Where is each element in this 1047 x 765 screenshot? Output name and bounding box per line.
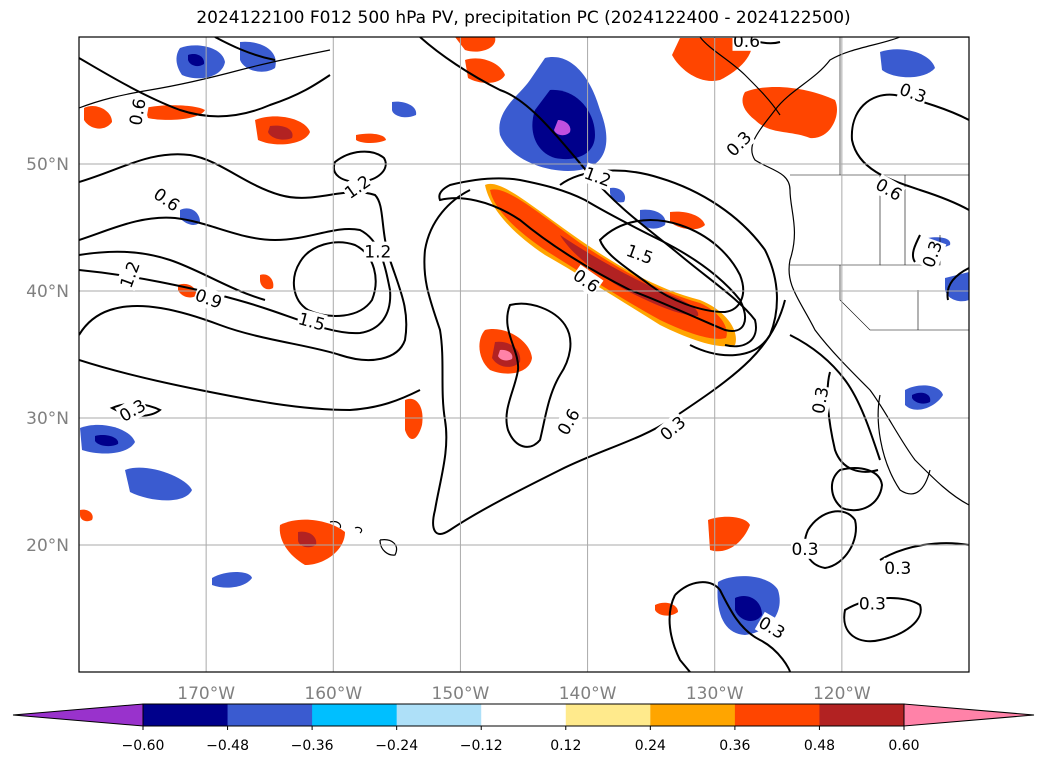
lat-tick-label: 50°N <box>26 155 69 175</box>
svg-text:0.6: 0.6 <box>126 97 150 127</box>
contour-label: 1.2 <box>115 257 145 292</box>
contour-label: 0.3 <box>858 593 887 614</box>
contour-label: 0.3 <box>896 78 930 108</box>
colorbar-segment <box>227 704 313 726</box>
map-title: 2024122100 F012 500 hPa PV, precipitatio… <box>196 8 851 28</box>
contour-label: 1.2 <box>340 170 375 204</box>
colorbar-segment <box>819 704 905 726</box>
latitude-labels: 50°N 40°N 30°N 20°N <box>26 155 69 556</box>
svg-text:1.5: 1.5 <box>296 309 327 335</box>
colorbar-segment <box>481 704 567 726</box>
colorbar: −0.60 −0.48 −0.36 −0.24 −0.12 0.12 0.24 0.36 0.4… <box>12 703 1035 754</box>
lon-tick-label: 130°W <box>686 684 744 704</box>
colorbar-tick-label: 0.48 <box>804 738 835 754</box>
colorbar-tick-label: 0.12 <box>550 738 581 754</box>
colorbar-tick-label: 0.60 <box>888 738 919 754</box>
colorbar-segment <box>565 704 651 726</box>
contour-label: 0.6 <box>872 173 907 206</box>
contour-label: 0.6 <box>552 404 585 439</box>
colorbar-tick-label: −0.12 <box>460 738 503 754</box>
colorbar-under-extension <box>12 703 144 727</box>
colorbar-tick-label: −0.48 <box>206 738 249 754</box>
lat-tick-label: 20°N <box>26 536 69 556</box>
colorbar-tick-label: −0.24 <box>375 738 418 754</box>
lat-tick-label: 30°N <box>26 409 69 429</box>
gridlines <box>79 37 969 672</box>
contour-label: 1.2 <box>363 241 392 263</box>
colorbar-tick-label: −0.60 <box>122 738 165 754</box>
contour-label: 1.5 <box>295 308 328 336</box>
contour-label: 0.3 <box>790 538 819 560</box>
svg-text:0.3: 0.3 <box>791 540 818 560</box>
contour-label: 0.3 <box>655 411 691 446</box>
svg-text:1.2: 1.2 <box>364 243 391 263</box>
precip-blob-gulf-alaska <box>499 57 607 171</box>
precip-blob-northeast <box>455 37 838 139</box>
svg-text:0.3: 0.3 <box>859 594 886 614</box>
contour-label: 0.6 <box>125 96 151 128</box>
contour-label: 0.6 <box>732 32 761 52</box>
contour-labels: 1.20.61.21.20.91.50.31.21.50.60.6 0.30.60… <box>115 32 947 644</box>
colorbar-segment <box>734 704 820 726</box>
contour-label: 1.5 <box>623 239 657 269</box>
precip-blob-southwest <box>80 398 423 588</box>
colorbar-segment <box>143 704 229 726</box>
contour-label: 0.3 <box>721 126 756 161</box>
contour-label: 0.6 <box>149 183 184 216</box>
contour-label: 0.3 <box>807 384 833 416</box>
longitude-labels: 170°W 160°W 150°W 140°W 130°W 120°W <box>177 684 871 704</box>
map-frame <box>78 36 970 673</box>
colorbar-outline <box>142 703 905 727</box>
precip-band-frontal <box>485 183 736 347</box>
svg-text:1.2: 1.2 <box>341 172 375 204</box>
lon-tick-label: 160°W <box>304 684 362 704</box>
contour-label: 0.3 <box>115 394 150 427</box>
svg-text:0.6: 0.6 <box>149 184 183 216</box>
lat-tick-label: 40°N <box>26 282 69 302</box>
colorbar-segment <box>312 704 398 726</box>
precip-blob-subtropical <box>479 329 532 374</box>
svg-text:0.6: 0.6 <box>554 406 585 439</box>
lon-tick-label: 140°W <box>559 684 617 704</box>
lon-tick-label: 170°W <box>177 684 235 704</box>
colorbar-segment <box>650 704 736 726</box>
colorbar-tick-label: 0.36 <box>719 738 750 754</box>
contour-label: 0.3 <box>883 557 912 579</box>
svg-text:0.3: 0.3 <box>723 128 756 161</box>
svg-text:0.3: 0.3 <box>116 396 149 427</box>
lon-tick-label: 120°W <box>813 684 871 704</box>
svg-text:0.3: 0.3 <box>884 559 911 579</box>
colorbar-tick-label: 0.24 <box>635 738 666 754</box>
colorbar-segment <box>396 704 482 726</box>
svg-text:0.3: 0.3 <box>657 413 691 446</box>
coastlines <box>79 37 969 556</box>
svg-text:0.6: 0.6 <box>733 32 760 52</box>
precip-blob-west <box>84 41 417 298</box>
lon-tick-label: 150°W <box>432 684 490 704</box>
svg-text:0.3: 0.3 <box>809 385 833 415</box>
colorbar-tick-label: −0.36 <box>291 738 334 754</box>
svg-text:0.6: 0.6 <box>872 175 905 206</box>
colorbar-over-extension <box>903 703 1035 727</box>
